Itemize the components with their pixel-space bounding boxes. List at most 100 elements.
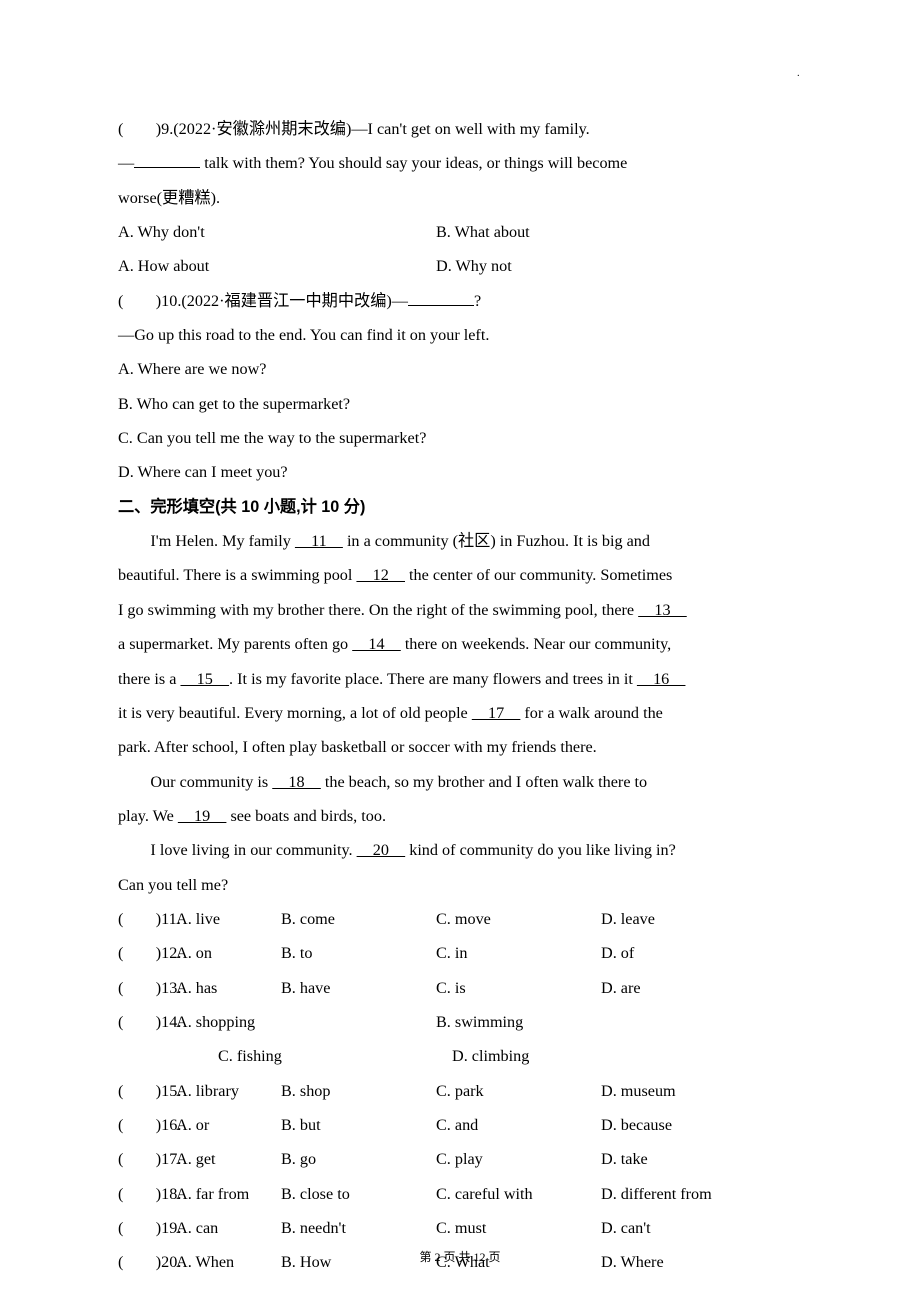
p2b: the center of our community. Sometimes — [405, 566, 672, 584]
q19-d: D. can't — [601, 1211, 651, 1245]
blank-11: 11 — [295, 532, 343, 550]
q17-d: D. take — [601, 1142, 648, 1176]
q10-line2: —Go up this road to the end. You can fin… — [118, 318, 802, 352]
q14-a: A. shopping — [176, 1005, 436, 1039]
cloze-q14-r1: ( )14.A. shoppingB. swimming — [118, 1005, 802, 1039]
q14-lbl: ( )14. — [118, 1005, 176, 1039]
blank-14: 14 — [352, 635, 401, 653]
q11-b: B. come — [281, 902, 436, 936]
q19-a: A. can — [176, 1211, 281, 1245]
cloze-q11: ( )11.A. liveB. comeC. moveD. leave — [118, 902, 802, 936]
q15-b: B. shop — [281, 1074, 436, 1108]
q10-option-d: D. Where can I meet you? — [118, 455, 802, 489]
passage-l6: it is very beautiful. Every morning, a l… — [118, 696, 802, 730]
cloze-q15: ( )15.A. libraryB. shopC. parkD. museum — [118, 1074, 802, 1108]
p8a: Our community is — [150, 773, 272, 791]
cloze-q19: ( )19.A. canB. needn'tC. mustD. can't — [118, 1211, 802, 1245]
q9-line1: ( )9.(2022·安徽滁州期末改编)—I can't get on well… — [118, 112, 802, 146]
cloze-q16: ( )16.A. orB. butC. andD. because — [118, 1108, 802, 1142]
blank-16: 16 — [637, 670, 686, 688]
q11-c: C. move — [436, 902, 601, 936]
cloze-passage: I'm Helen. My family 11 in a community (… — [118, 524, 802, 902]
q12-a: A. on — [176, 936, 281, 970]
cloze-options: ( )11.A. liveB. comeC. moveD. leave ( )1… — [118, 902, 802, 1280]
q9-line2: — talk with them? You should say your id… — [118, 146, 802, 180]
q18-d: D. different from — [601, 1177, 712, 1211]
blank-19: 19 — [178, 807, 227, 825]
q14-b: B. swimming — [436, 1005, 523, 1039]
p8b: the beach, so my brother and I often wal… — [321, 773, 647, 791]
q16-c: C. and — [436, 1108, 601, 1142]
q10-blank — [408, 289, 474, 306]
q10-line1: ( )10.(2022·福建晋江一中期中改编)—? — [118, 284, 802, 318]
q17-b: B. go — [281, 1142, 436, 1176]
q15-c: C. park — [436, 1074, 601, 1108]
section-2-title: 二、完形填空(共 10 小题,计 10 分) — [118, 490, 802, 524]
p10a: I love living in our community. — [150, 841, 356, 859]
q18-lbl: ( )18. — [118, 1177, 176, 1211]
cloze-q13: ( )13.A. hasB. haveC. isD. are — [118, 971, 802, 1005]
q10-qmark: ? — [474, 292, 481, 310]
page: · ( )9.(2022·安徽滁州期末改编)—I can't get on we… — [0, 0, 920, 1302]
q12-b: B. to — [281, 936, 436, 970]
q13-lbl: ( )13. — [118, 971, 176, 1005]
passage-l4: a supermarket. My parents often go 14 th… — [118, 627, 802, 661]
q17-c: C. play — [436, 1142, 601, 1176]
q9-line2b: talk with them? You should say your idea… — [200, 154, 627, 172]
passage-l10: I love living in our community. 20 kind … — [118, 833, 802, 867]
q16-lbl: ( )16. — [118, 1108, 176, 1142]
q15-d: D. museum — [601, 1074, 676, 1108]
p9a: play. We — [118, 807, 178, 825]
p4a: a supermarket. My parents often go — [118, 635, 352, 653]
p6a: it is very beautiful. Every morning, a l… — [118, 704, 472, 722]
p5a: there is a — [118, 670, 180, 688]
q18-a: A. far from — [176, 1177, 281, 1211]
passage-l5: there is a 15 . It is my favorite place.… — [118, 662, 802, 696]
passage-l2: beautiful. There is a swimming pool 12 t… — [118, 558, 802, 592]
question-9: ( )9.(2022·安徽滁州期末改编)—I can't get on well… — [118, 112, 802, 284]
passage-l9: play. We 19 see boats and birds, too. — [118, 799, 802, 833]
q9-options-row1: A. Why don't B. What about — [118, 215, 802, 249]
passage-l7: park. After school, I often play basketb… — [118, 730, 802, 764]
cloze-q12: ( )12.A. onB. toC. inD. of — [118, 936, 802, 970]
passage-l8: Our community is 18 the beach, so my bro… — [118, 765, 802, 799]
q9-dash: — — [118, 154, 134, 172]
p4b: there on weekends. Near our community, — [401, 635, 671, 653]
passage-l1: I'm Helen. My family 11 in a community (… — [118, 524, 802, 558]
q16-d: D. because — [601, 1108, 672, 1142]
q9-option-b: B. What about — [436, 215, 530, 249]
cloze-q17: ( )17.A. getB. goC. playD. take — [118, 1142, 802, 1176]
q9-option-a: A. Why don't — [118, 215, 436, 249]
blank-15: 15 — [180, 670, 229, 688]
q10-option-c: C. Can you tell me the way to the superm… — [118, 421, 802, 455]
p3a: I go swimming with my brother there. On … — [118, 601, 638, 619]
p2a: beautiful. There is a swimming pool — [118, 566, 356, 584]
q9-blank — [134, 151, 200, 168]
p1b: in a community (社区) in Fuzhou. It is big… — [343, 532, 650, 550]
p6b: for a walk around the — [520, 704, 663, 722]
page-footer: 第 2 页 共 12 页 — [0, 1245, 920, 1270]
q9-line3: worse(更糟糕). — [118, 181, 802, 215]
q13-c: C. is — [436, 971, 601, 1005]
passage-l3: I go swimming with my brother there. On … — [118, 593, 802, 627]
p10b: kind of community do you like living in? — [405, 841, 676, 859]
q17-a: A. get — [176, 1142, 281, 1176]
q19-c: C. must — [436, 1211, 601, 1245]
cloze-q14-r2: C. fishingD. climbing — [118, 1039, 802, 1073]
q18-c: C. careful with — [436, 1177, 601, 1211]
question-10: ( )10.(2022·福建晋江一中期中改编)—? —Go up this ro… — [118, 284, 802, 490]
q16-b: B. but — [281, 1108, 436, 1142]
q15-lbl: ( )15. — [118, 1074, 176, 1108]
blank-20: 20 — [357, 841, 406, 859]
blank-18: 18 — [272, 773, 321, 791]
q14-pad — [118, 1039, 176, 1073]
q10-option-b: B. Who can get to the supermarket? — [118, 387, 802, 421]
p9b: see boats and birds, too. — [226, 807, 386, 825]
q11-a: A. live — [176, 902, 281, 936]
q12-d: D. of — [601, 936, 634, 970]
cloze-q18: ( )18.A. far fromB. close toC. careful w… — [118, 1177, 802, 1211]
blank-12: 12 — [356, 566, 405, 584]
blank-13: 13 — [638, 601, 687, 619]
q16-a: A. or — [176, 1108, 281, 1142]
q9-option-d: D. Why not — [436, 249, 512, 283]
